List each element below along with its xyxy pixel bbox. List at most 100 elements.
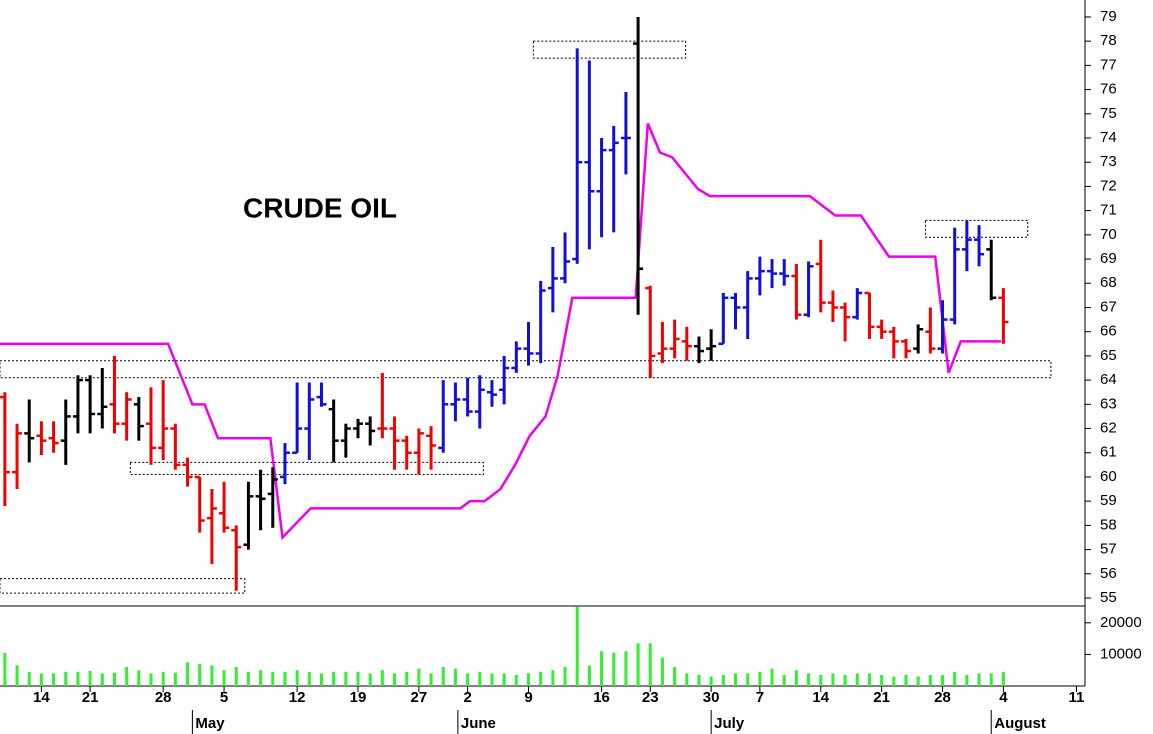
volume-bar [502, 673, 506, 686]
volume-bar [697, 674, 701, 686]
volume-bar [405, 671, 409, 686]
volume-bar [125, 667, 129, 686]
volume-bar [234, 667, 238, 686]
volume-bar [636, 643, 640, 686]
month-label: July [714, 715, 745, 732]
volume-bar [928, 674, 932, 686]
volume-bar [648, 643, 652, 686]
volume-bar [344, 671, 348, 686]
y-tick-label: 69 [1100, 250, 1117, 267]
annotation-box [129, 461, 484, 476]
y-tick-label: 56 [1100, 565, 1117, 582]
chart-title: CRUDE OIL [243, 192, 397, 223]
volume-bar [831, 673, 835, 686]
volume-bar [64, 671, 68, 686]
y-tick-label: 63 [1100, 395, 1117, 412]
volume-bar [27, 671, 31, 686]
x-tick-label: 27 [411, 689, 428, 706]
volume-bar [356, 671, 360, 686]
x-tick-label: 9 [524, 689, 532, 706]
volume-bar [453, 668, 457, 686]
volume-bar [100, 673, 104, 686]
volume-bar [307, 671, 311, 686]
volume-bar [600, 651, 604, 686]
y-tick-label: 55 [1100, 589, 1117, 606]
y-tick-label: 75 [1100, 105, 1117, 122]
y-tick-label: 62 [1100, 420, 1117, 437]
volume-bar [210, 665, 214, 686]
volume-bar [1001, 671, 1005, 686]
volume-bar [941, 674, 945, 686]
volume-bar [794, 670, 798, 686]
volume-bar [417, 668, 421, 686]
y-tick-label: 68 [1100, 274, 1117, 291]
volume-bar [332, 671, 336, 686]
volume-bar [746, 673, 750, 686]
x-tick-label: 30 [703, 689, 720, 706]
y-tick-label: 61 [1100, 444, 1117, 461]
y-tick-label: 65 [1100, 347, 1117, 364]
annotation-box [0, 360, 1052, 379]
volume-bar [39, 673, 43, 686]
volume-bar [466, 673, 470, 686]
volume-bar [892, 676, 896, 686]
volume-bar [380, 670, 384, 686]
y-tick-label: 59 [1100, 492, 1117, 509]
y-tick-label: 77 [1100, 56, 1117, 73]
volume-bar [867, 673, 871, 686]
annotation-box [0, 578, 246, 594]
volume-bar [137, 670, 141, 686]
volume-bar [112, 672, 116, 686]
y-tick-label: 10000 [1100, 645, 1142, 662]
volume-bar [52, 673, 56, 686]
volume-bar [429, 673, 433, 686]
volume-bar [709, 676, 713, 686]
volume-bar [149, 673, 153, 686]
y-tick-label: 76 [1100, 81, 1117, 98]
x-tick-label: 2 [463, 689, 471, 706]
volume-bar [393, 673, 397, 686]
volume-bar [819, 674, 823, 686]
y-tick-label: 58 [1100, 516, 1117, 533]
x-tick-label: 4 [999, 689, 1008, 706]
y-tick-label: 71 [1100, 202, 1117, 219]
volume-bar [259, 670, 263, 686]
volume-bar [965, 674, 969, 686]
volume-bar [587, 665, 591, 686]
volume-bar [478, 671, 482, 686]
month-label: June [461, 715, 496, 732]
x-tick-label: 12 [289, 689, 306, 706]
volume-bar [904, 674, 908, 686]
volume-bar [612, 652, 616, 686]
volume-bar [685, 673, 689, 686]
volume-bar [624, 651, 628, 686]
x-tick-label: 11 [1069, 689, 1085, 706]
x-tick-label: 7 [756, 689, 764, 706]
volume-bar [880, 674, 884, 686]
volume-bar [539, 671, 543, 686]
y-tick-label: 60 [1100, 468, 1117, 485]
x-tick-label: 14 [33, 689, 50, 706]
month-label: May [195, 715, 225, 732]
x-tick-label: 19 [350, 689, 367, 706]
volume-bar [758, 671, 762, 686]
volume-bar [319, 673, 323, 686]
volume-bar [76, 671, 80, 686]
volume-bar [807, 673, 811, 686]
y-tick-label: 66 [1100, 323, 1117, 340]
volume-bar [563, 667, 567, 686]
x-tick-label: 16 [593, 689, 610, 706]
volume-bar [271, 671, 275, 686]
month-label: August [994, 715, 1046, 732]
volume-bar [953, 671, 957, 686]
y-tick-label: 57 [1100, 541, 1117, 558]
y-tick-label: 73 [1100, 153, 1117, 170]
volume-bar [88, 670, 92, 686]
volume-bar [514, 674, 518, 686]
volume-bar [734, 673, 738, 686]
volume-bar [15, 665, 19, 686]
x-tick-label: 5 [220, 689, 228, 706]
volume-bar [575, 607, 579, 686]
volume-bar [161, 671, 165, 686]
